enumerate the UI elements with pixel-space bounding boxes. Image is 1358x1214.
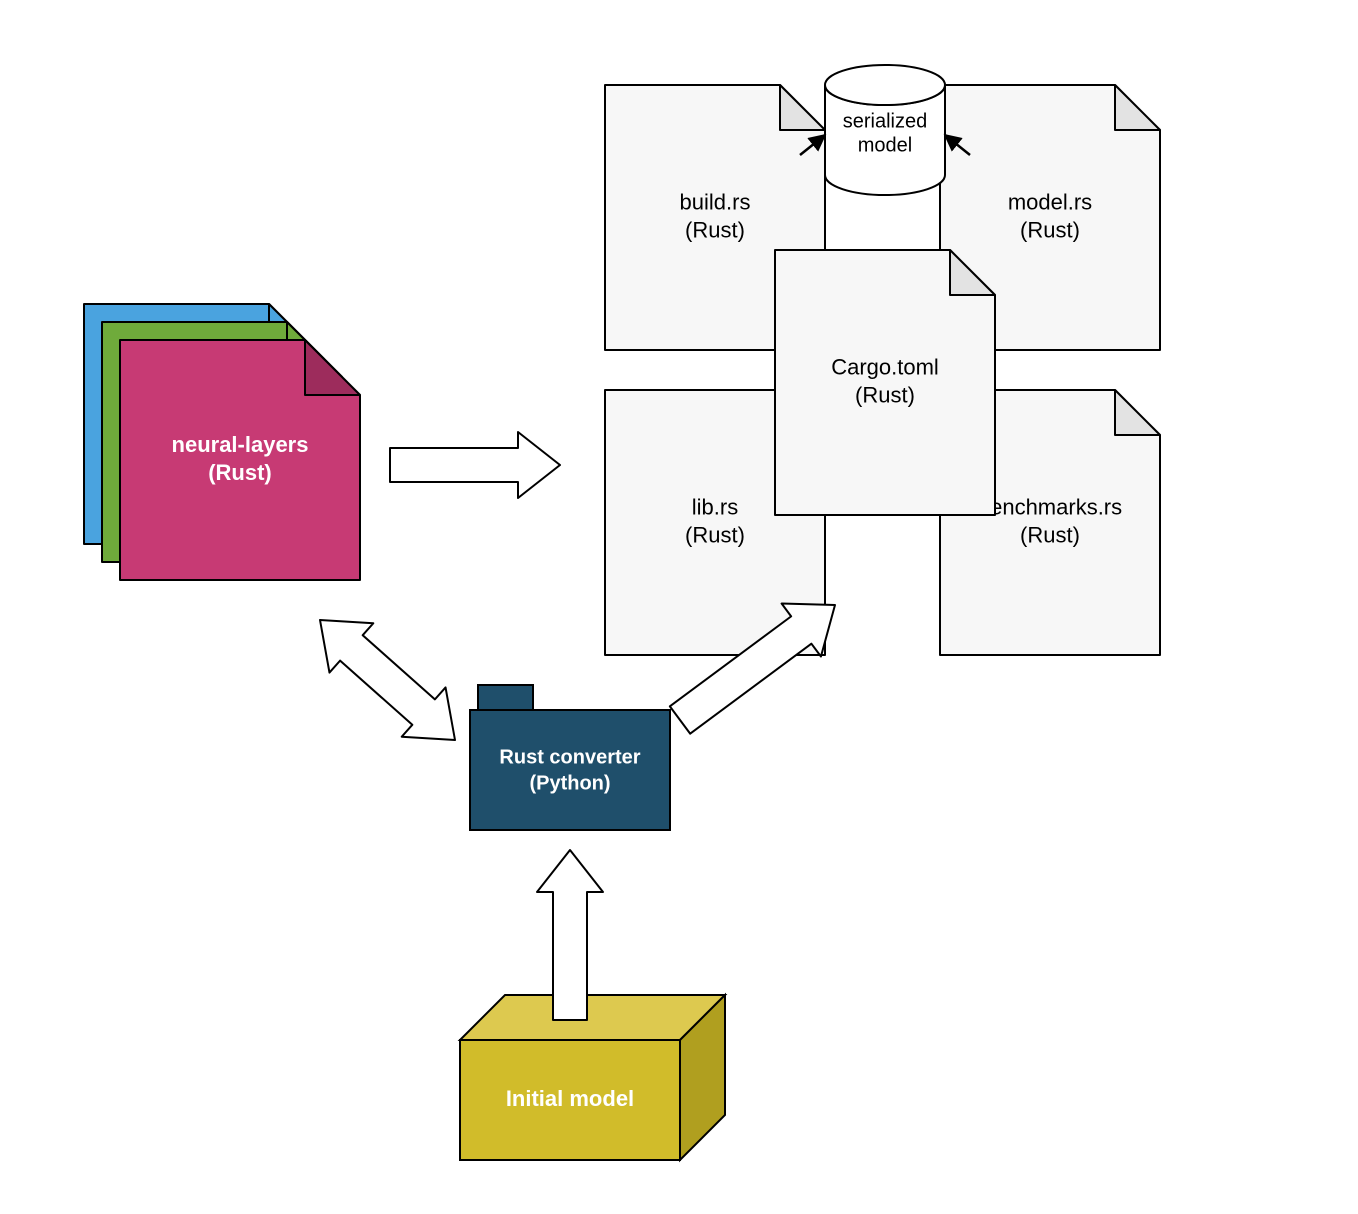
arrow-nl_to_files	[390, 432, 560, 498]
arrow-nl_to_converter	[298, 595, 477, 764]
file-model-label-2: (Rust)	[1020, 217, 1080, 242]
neural-layers-label-2: (Rust)	[208, 460, 272, 485]
file-build-label-2: (Rust)	[685, 217, 745, 242]
file-lib-label-1: lib.rs	[692, 494, 738, 519]
cylinder-label-2: model	[858, 134, 912, 156]
cylinder-label-1: serialized	[843, 110, 927, 132]
file-cargo: Cargo.toml (Rust)	[775, 250, 995, 515]
initial-model-box: Initial model	[460, 995, 725, 1160]
file-lib-label-2: (Rust)	[685, 522, 745, 547]
rust-converter-folder: Rust converter (Python)	[470, 685, 670, 830]
neural-layers-stack: neural-layers (Rust)	[84, 304, 360, 580]
file-build-label-1: build.rs	[680, 189, 751, 214]
converter-label-1: Rust converter	[499, 746, 640, 768]
file-cargo-label-2: (Rust)	[855, 382, 915, 407]
converter-label-2: (Python)	[529, 772, 610, 794]
serialized-model-cylinder: serializedmodel	[825, 65, 945, 195]
neural-layers-label-1: neural-layers	[172, 432, 309, 457]
file-cargo-label-1: Cargo.toml	[831, 354, 939, 379]
file-model-label-1: model.rs	[1008, 189, 1092, 214]
initial-model-label: Initial model	[506, 1086, 634, 1111]
file-bench-label-1: benchmarks.rs	[978, 494, 1122, 519]
file-bench-label-2: (Rust)	[1020, 522, 1080, 547]
